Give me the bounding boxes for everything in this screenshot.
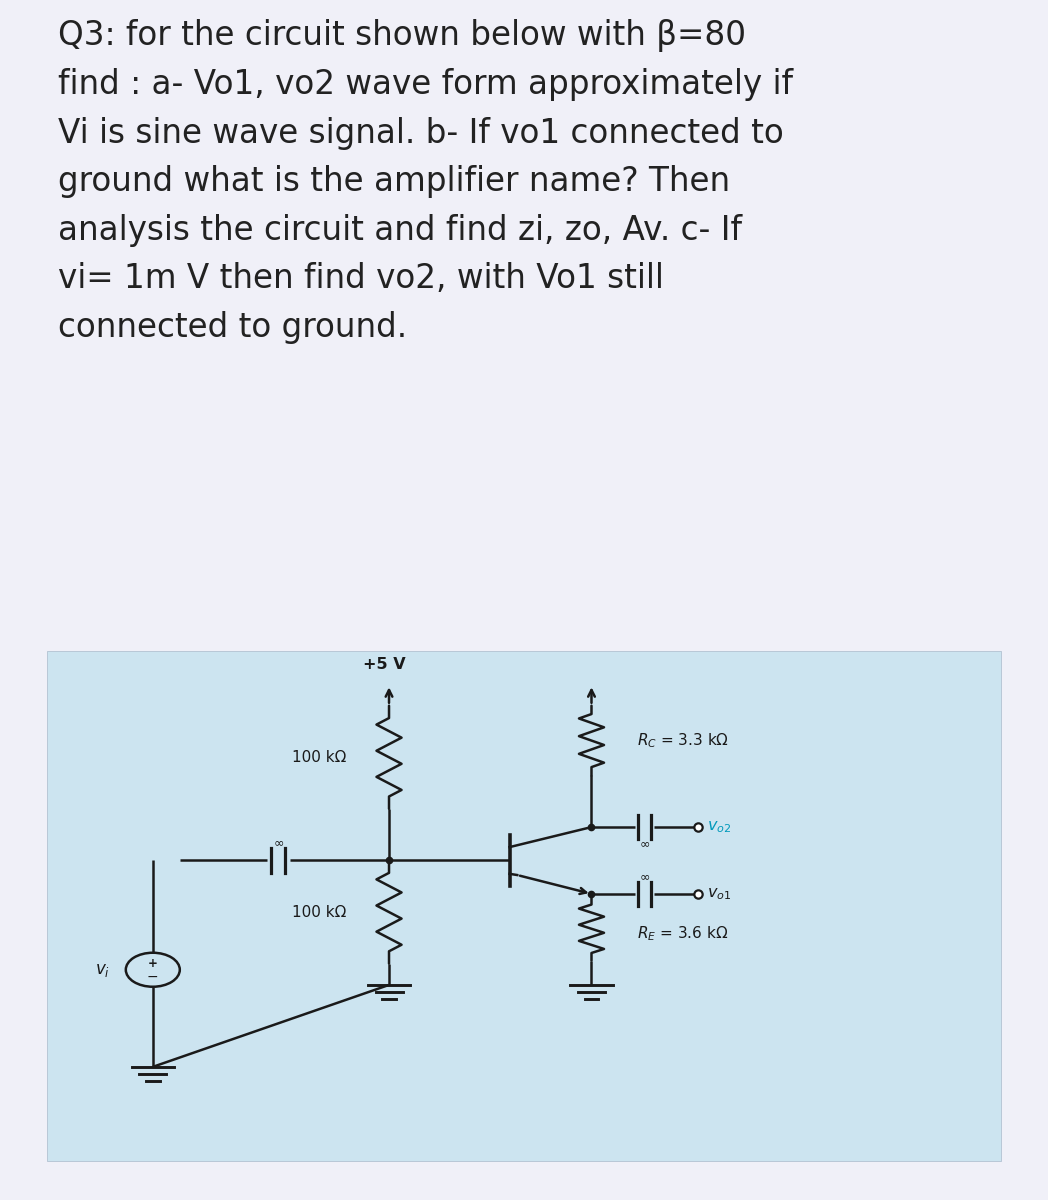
Text: 100 kΩ: 100 kΩ (292, 750, 347, 764)
Text: $v_{o2}$: $v_{o2}$ (707, 820, 732, 835)
Text: $v_{o1}$: $v_{o1}$ (707, 886, 732, 901)
Text: 100 kΩ: 100 kΩ (292, 905, 347, 919)
Text: −: − (147, 970, 158, 984)
Text: $R_C$ = 3.3 kΩ: $R_C$ = 3.3 kΩ (637, 731, 729, 750)
Text: +: + (148, 958, 158, 970)
Text: Q3: for the circuit shown below with β=80
find : a- Vo1, vo2 wave form approxima: Q3: for the circuit shown below with β=8… (58, 19, 792, 344)
FancyBboxPatch shape (47, 652, 1001, 1160)
Text: $\infty$: $\infty$ (639, 838, 650, 851)
Text: $\infty$: $\infty$ (272, 835, 284, 848)
Text: $v_i$: $v_i$ (95, 961, 110, 979)
Text: +5 V: +5 V (363, 658, 406, 672)
Text: $\infty$: $\infty$ (639, 870, 650, 883)
Text: $R_E$ = 3.6 kΩ: $R_E$ = 3.6 kΩ (637, 924, 728, 943)
